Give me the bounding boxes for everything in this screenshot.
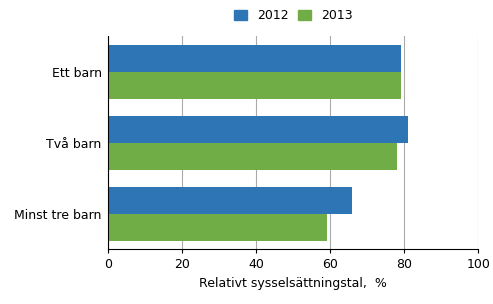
Bar: [108, 45, 400, 72]
Bar: [108, 143, 397, 170]
Bar: [108, 214, 326, 241]
Legend: 2012, 2013: 2012, 2013: [230, 5, 356, 26]
Bar: [108, 72, 400, 99]
Bar: [108, 187, 352, 214]
X-axis label: Relativt sysselsättningstal,  %: Relativt sysselsättningstal, %: [199, 277, 387, 290]
Bar: [108, 116, 408, 143]
